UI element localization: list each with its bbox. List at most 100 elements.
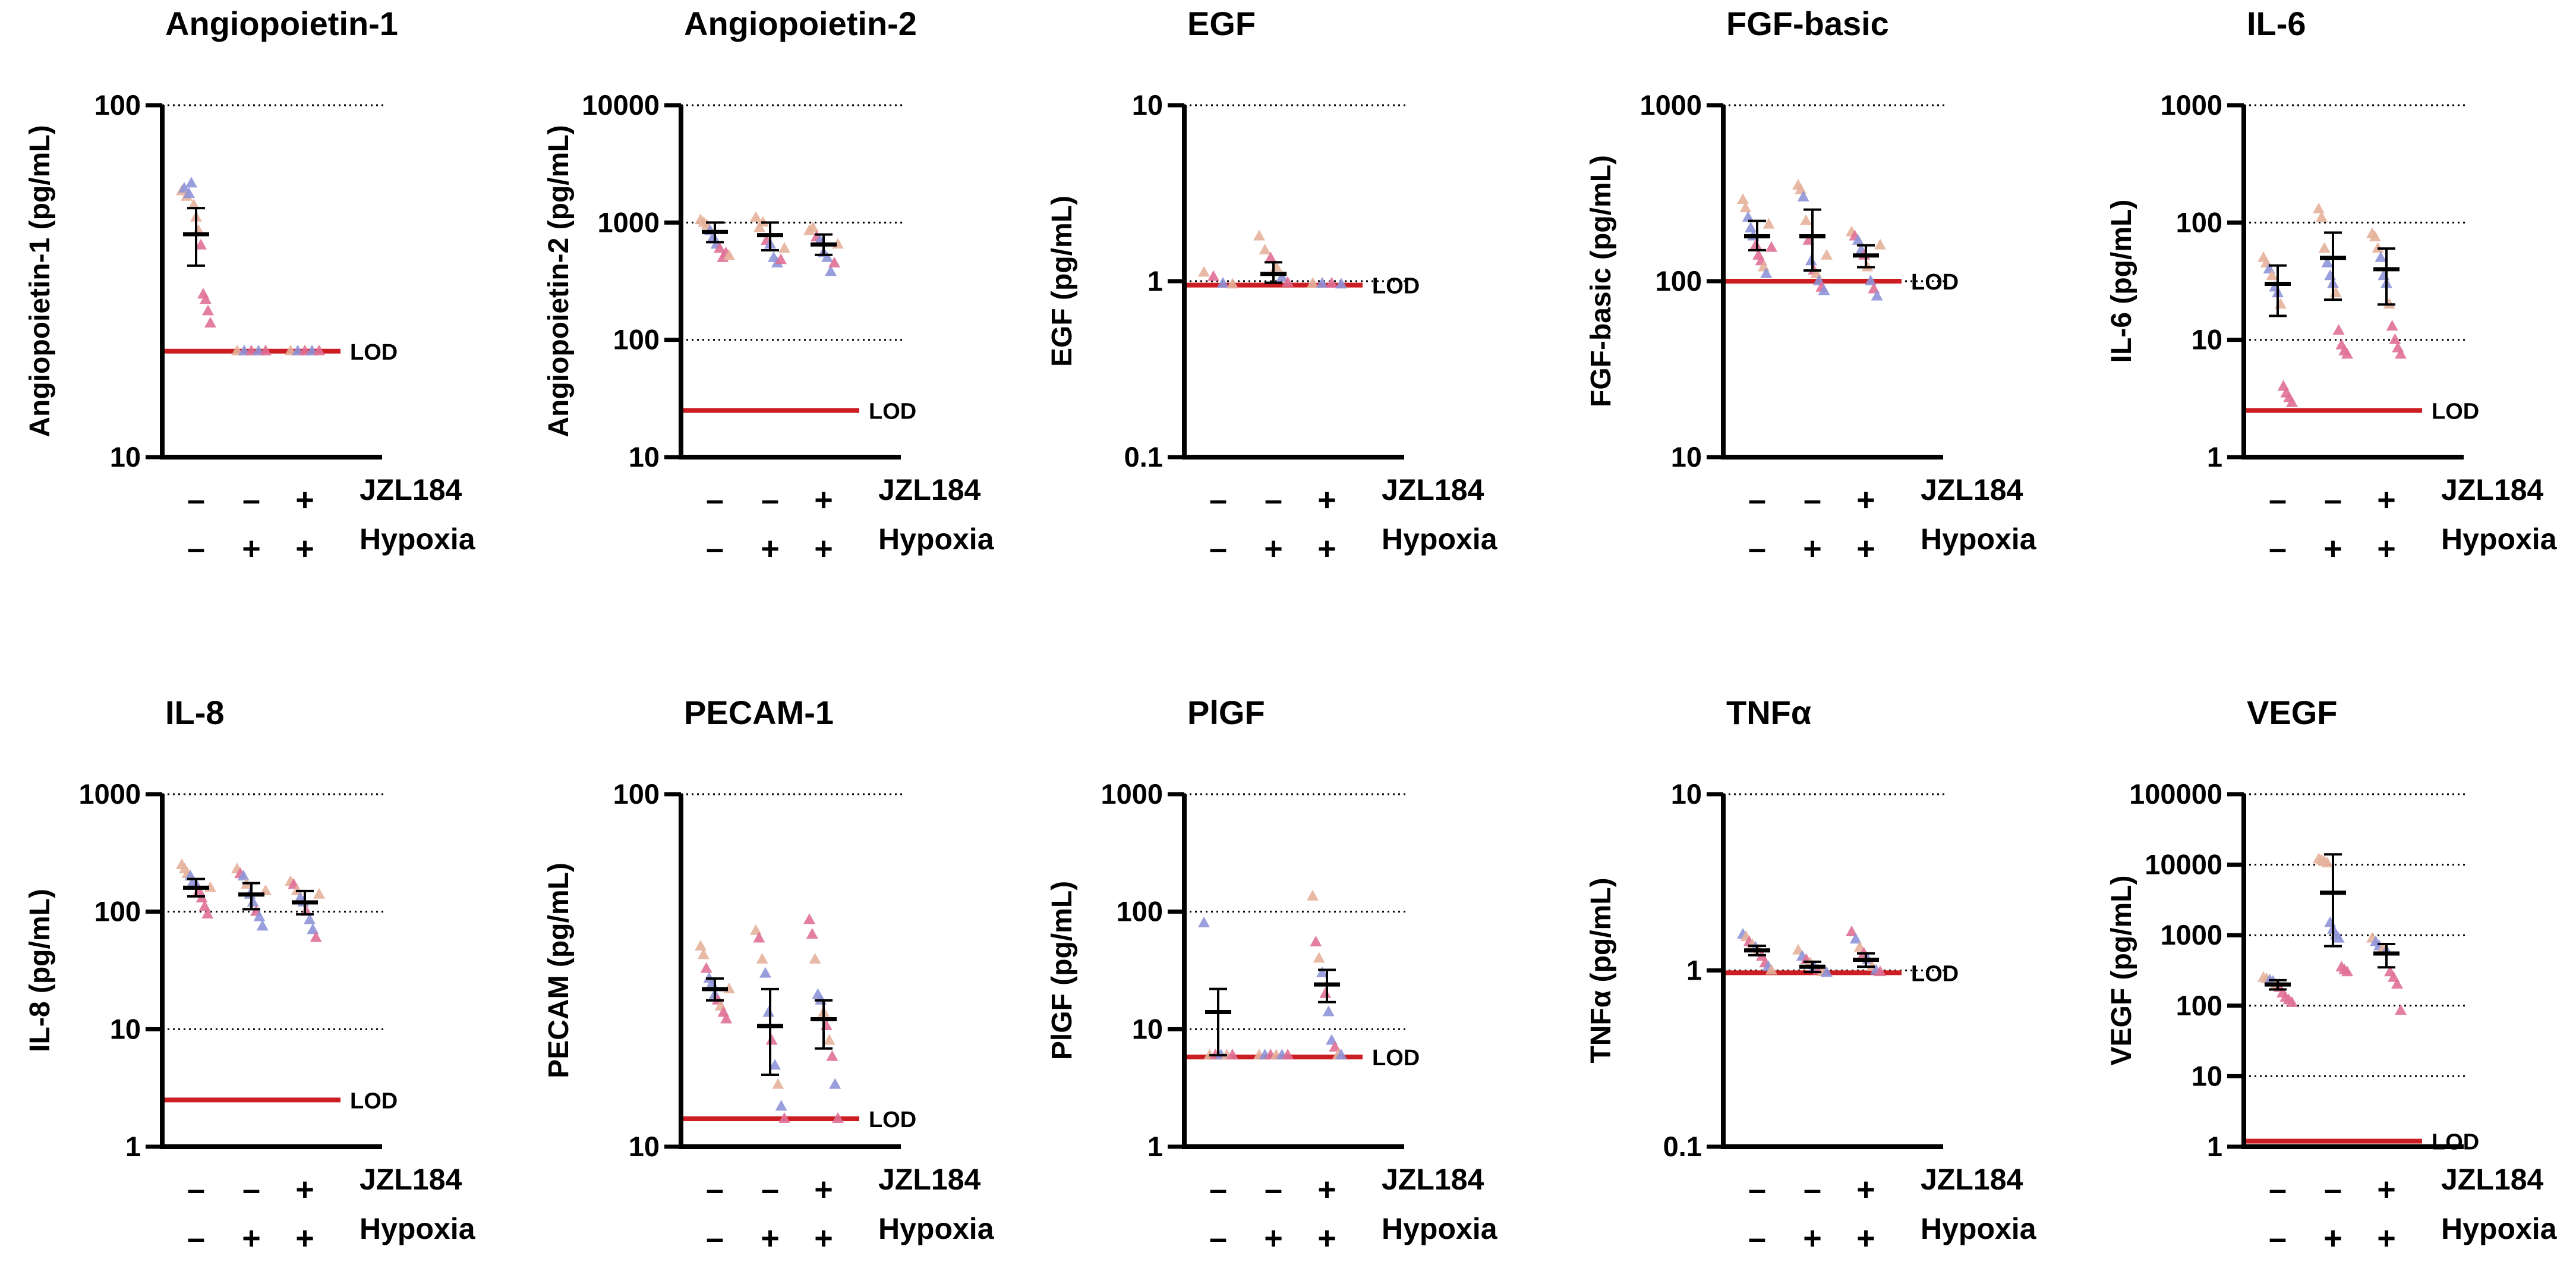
lod-label: LOD (869, 399, 916, 424)
y-tick-label: 100 (613, 324, 660, 355)
hypoxia-sign: – (1209, 1220, 1227, 1256)
jzl184-sign: – (2324, 482, 2342, 518)
jzl184-sign: – (761, 1172, 779, 1207)
y-tick-label: 100 (2176, 206, 2222, 238)
data-point (720, 1012, 733, 1024)
y-tick-label: 10 (1132, 1013, 1163, 1044)
y-tick-label: 1 (1686, 955, 1702, 986)
panel-4: FGF-basic FGF-basic (pg/mL) LOD 10 100 1000 – –… (1585, 5, 2037, 567)
y-tick-label: 1 (2207, 1131, 2222, 1162)
data-point (1276, 270, 1288, 282)
data-point (723, 249, 735, 260)
hypoxia-sign: – (187, 531, 205, 567)
jzl184-sign: – (1209, 1172, 1227, 1207)
data-point (2266, 269, 2278, 281)
data-point (2332, 932, 2345, 943)
data-point (2318, 242, 2331, 253)
data-point (1739, 202, 1752, 213)
panel-title: VEGF (2247, 694, 2337, 731)
y-tick-label: 100 (613, 778, 660, 810)
y-axis-label: PlGF (pg/mL) (1046, 881, 1078, 1060)
y-tick-label: 1 (2207, 441, 2222, 473)
data-point (714, 242, 726, 253)
hypoxia-sign: + (2323, 531, 2342, 567)
jzl184-row-label: JZL184 (360, 473, 462, 506)
jzl184-sign: + (2377, 482, 2396, 518)
hypoxia-row-label: Hypoxia (1382, 523, 1498, 556)
y-tick-label: 1000 (2160, 89, 2222, 121)
jzl184-sign: + (1317, 482, 1336, 518)
data-point (769, 1059, 781, 1070)
jzl184-sign: + (295, 1172, 314, 1207)
jzl184-row-label: JZL184 (1382, 1163, 1484, 1196)
data-point (826, 1050, 838, 1061)
jzl184-row-label: JZL184 (2441, 1163, 2544, 1196)
data-point (2286, 996, 2298, 1007)
hypoxia-sign: – (1748, 531, 1766, 567)
data-point (2389, 333, 2401, 344)
data-point (1852, 234, 1864, 245)
y-tick-label: 10 (2192, 324, 2222, 355)
lod-label: LOD (1372, 1046, 1420, 1071)
data-point (1846, 926, 1858, 937)
y-tick-label: 10 (110, 1013, 141, 1044)
panel-title: Angiopoietin-1 (165, 5, 398, 42)
data-point (1871, 289, 1883, 301)
jzl184-sign: + (814, 482, 833, 518)
data-point (2332, 324, 2345, 335)
y-tick-label: 0.1 (1663, 1131, 1702, 1162)
data-point (1310, 935, 1322, 946)
data-point (195, 238, 207, 250)
y-tick-label: 10 (1671, 441, 1702, 473)
data-point (1322, 1005, 1335, 1017)
data-point (759, 967, 771, 978)
data-point (1800, 214, 1812, 225)
data-point (1737, 193, 1749, 204)
data-point (200, 293, 212, 304)
data-point (1326, 276, 1338, 288)
data-point (1818, 284, 1830, 295)
data-point (756, 952, 768, 964)
y-tick-label: 10 (629, 1131, 660, 1162)
jzl184-sign: – (242, 482, 260, 518)
data-point (809, 952, 821, 964)
jzl184-row-label: JZL184 (360, 1163, 462, 1196)
data-point (775, 1100, 787, 1111)
y-tick-label: 100 (2176, 990, 2222, 1021)
data-point (828, 256, 840, 268)
data-point (2341, 965, 2353, 977)
data-point (1849, 933, 1862, 944)
data-point (2369, 230, 2381, 241)
y-axis-label: VEGF (pg/mL) (2106, 876, 2137, 1066)
data-point (202, 304, 214, 316)
hypoxia-sign: + (761, 531, 780, 567)
data-point (700, 962, 712, 973)
y-tick-label: 10000 (582, 89, 660, 121)
y-tick-label: 100 (94, 89, 141, 121)
data-point (2395, 1004, 2407, 1015)
hypoxia-sign: + (2323, 1220, 2342, 1256)
hypoxia-sign: – (706, 531, 724, 567)
panel-title: FGF-basic (1726, 5, 1889, 42)
panel-title: IL-8 (165, 694, 225, 731)
data-point (772, 1078, 784, 1089)
data-point (829, 1078, 841, 1089)
hypoxia-sign: + (1317, 531, 1336, 567)
y-tick-label: 1 (1147, 1131, 1163, 1162)
jzl184-sign: – (1803, 1172, 1821, 1207)
jzl184-sign: – (706, 482, 724, 518)
data-point (2391, 978, 2403, 989)
panel-title: TNFα (1726, 694, 1811, 731)
hypoxia-row-label: Hypoxia (2441, 1212, 2558, 1245)
y-tick-label: 10 (1132, 89, 1163, 121)
data-point (775, 253, 787, 265)
data-point (2321, 857, 2334, 868)
y-tick-label: 100 (1656, 265, 1702, 297)
data-point (1319, 987, 1332, 998)
data-point (1821, 966, 1833, 977)
data-point (1226, 278, 1238, 289)
panel-5: IL-6IL-6 (pg/mL)LOD1101001000–––+++JZL18… (2106, 5, 2558, 567)
jzl184-sign: + (2377, 1172, 2396, 1207)
